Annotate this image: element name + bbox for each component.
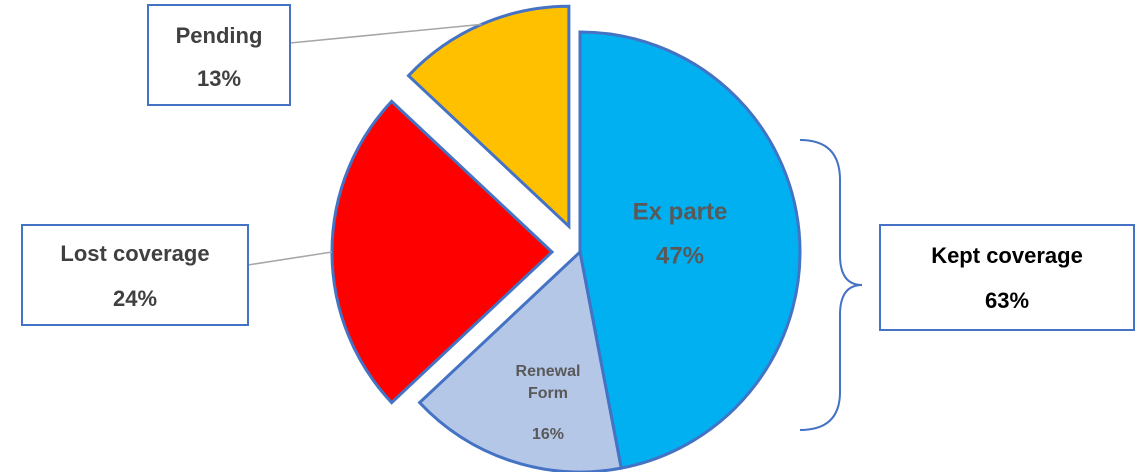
pie-slice (330, 99, 555, 405)
slice-label: Ex parte (633, 198, 728, 225)
annotation-box (879, 224, 1135, 331)
pie-slice (578, 30, 802, 470)
slice-label: Renewal Form (516, 363, 581, 402)
leader-line (247, 251, 333, 266)
slice-label: Lost coverage (60, 241, 209, 266)
bracket (799, 139, 863, 431)
slice-label: Pending (176, 23, 263, 48)
leader-line (289, 23, 482, 44)
annotation-value: 63% (985, 288, 1029, 313)
pie-slice (417, 249, 623, 472)
slice-value: 13% (197, 66, 241, 91)
label-box (147, 4, 291, 106)
label-box (21, 224, 249, 326)
slice-value: 24% (113, 286, 157, 311)
slice-value: 16% (532, 426, 564, 443)
pie-slice (406, 4, 571, 230)
slice-value: 47% (656, 242, 704, 269)
annotation-text: Kept coverage (931, 243, 1083, 268)
